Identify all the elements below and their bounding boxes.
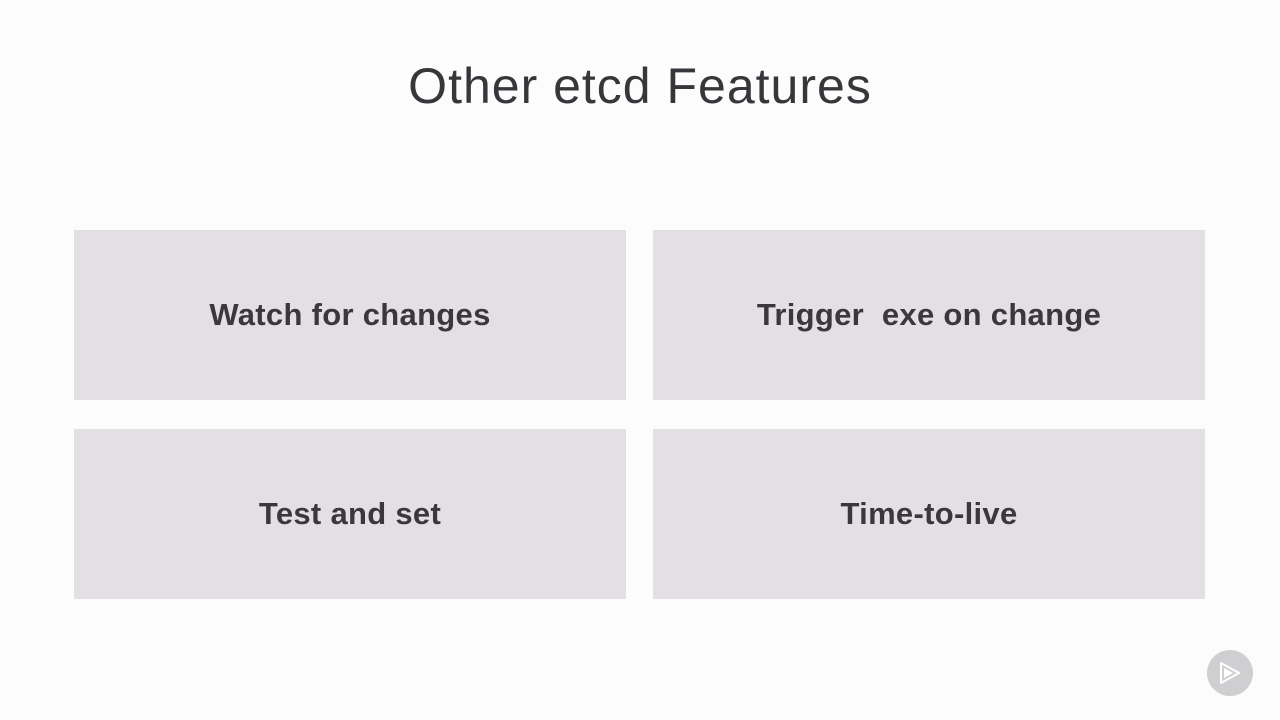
feature-box-ttl: Time-to-live <box>653 429 1205 599</box>
feature-label: Watch for changes <box>209 297 491 332</box>
feature-label: Trigger exe on change <box>756 297 1102 332</box>
feature-box-test-and-set: Test and set <box>74 429 626 599</box>
feature-label: Test and set <box>258 496 442 531</box>
play-logo-icon <box>1207 650 1253 696</box>
slide-title: Other etcd Features <box>408 58 872 114</box>
feature-label: Time-to-live <box>840 496 1018 531</box>
feature-box-trigger: Trigger exe on change <box>653 230 1205 400</box>
feature-box-watch: Watch for changes <box>74 230 626 400</box>
